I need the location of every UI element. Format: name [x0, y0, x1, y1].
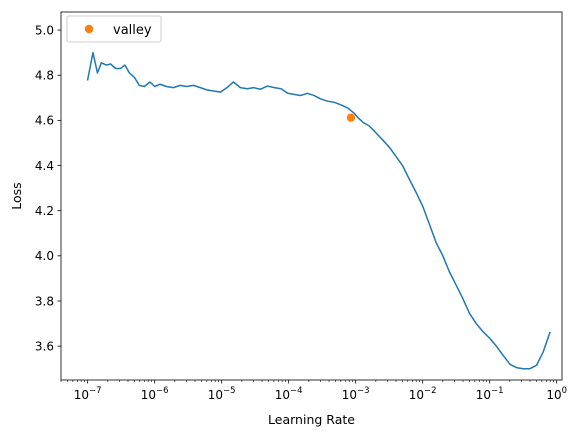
y-tick-label: 3.8 [35, 294, 54, 308]
x-tick-label: 10−5 [208, 386, 236, 402]
loss-line [86, 51, 551, 370]
y-tick-label: 4.8 [35, 69, 54, 83]
legend-valley-label: valley [113, 23, 152, 38]
y-axis-label: Loss [9, 182, 24, 209]
y-tick-label: 5.0 [35, 23, 54, 37]
legend: valley [66, 15, 162, 43]
legend-box [66, 15, 162, 43]
x-tick-label: 10−6 [141, 386, 169, 402]
x-tick-label: 10−3 [342, 386, 370, 402]
y-tick-label: 4.2 [35, 204, 54, 218]
y-tick-label: 3.6 [35, 339, 54, 353]
y-tick-label: 4.4 [35, 159, 54, 173]
x-tick-label: 100 [546, 386, 567, 402]
valley-point [346, 113, 356, 122]
x-tick-label: 10−7 [74, 386, 102, 402]
x-axis-label: Learning Rate [268, 412, 355, 427]
x-tick-label: 10−2 [409, 386, 437, 402]
plot-frame [60, 11, 563, 381]
x-tick-label: 10−4 [275, 386, 303, 402]
legend-valley-swatch [84, 24, 94, 34]
y-tick-label: 4.6 [35, 114, 54, 128]
axis-ticks: 10−7 10−6 10−5 10−4 10−3 10−2 10−1 100 3.6 3.8 4.0… [35, 23, 567, 402]
x-tick-label: 10−1 [476, 386, 504, 402]
y-tick-label: 4.0 [35, 249, 54, 263]
